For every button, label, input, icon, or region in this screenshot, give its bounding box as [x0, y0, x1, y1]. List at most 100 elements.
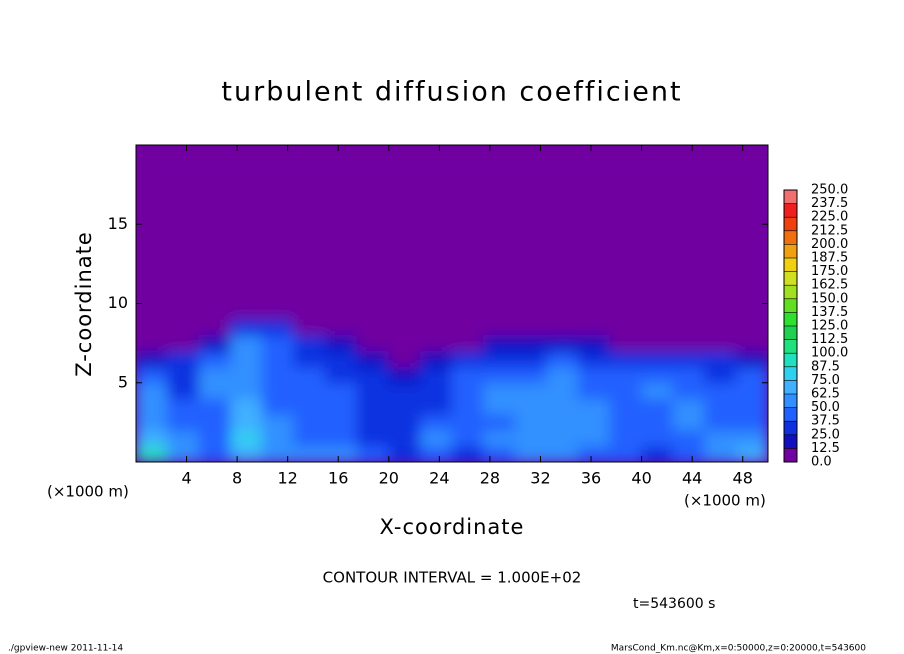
cell — [704, 413, 737, 431]
cell — [451, 382, 485, 400]
cell — [641, 318, 674, 336]
cell — [419, 350, 453, 368]
cell — [514, 398, 548, 415]
colorbar-band — [784, 326, 797, 340]
cell — [325, 145, 358, 320]
cell — [609, 334, 643, 352]
cell — [672, 429, 706, 447]
cell — [514, 429, 548, 447]
cell — [167, 445, 200, 462]
colorbar-band — [784, 434, 797, 449]
cell — [704, 382, 737, 400]
cell — [388, 350, 421, 368]
cell — [230, 382, 263, 400]
cell — [419, 382, 453, 400]
colorbar-band — [784, 448, 797, 462]
cell — [261, 413, 295, 431]
cell — [609, 382, 643, 400]
cell — [167, 382, 200, 400]
cell — [293, 334, 327, 352]
x-tick-label: 8 — [232, 469, 242, 488]
x-tick-label: 12 — [278, 469, 298, 488]
cell — [419, 429, 453, 447]
cell — [546, 398, 579, 415]
colorbar-band — [784, 230, 797, 245]
x-tick-label: 40 — [631, 469, 651, 488]
colorbar-label: 125.0 — [811, 319, 848, 334]
x-unit-label: (×1000 m) — [47, 483, 129, 501]
cell — [136, 145, 169, 320]
cell — [230, 145, 263, 320]
colorbar-label: 175.0 — [811, 264, 848, 279]
cell — [167, 350, 200, 368]
cell — [483, 398, 516, 415]
colorbar-band — [784, 298, 797, 313]
cell — [261, 350, 295, 368]
cell — [483, 382, 516, 400]
cell — [704, 145, 737, 320]
cell — [388, 334, 421, 352]
colorbar-label: 50.0 — [811, 400, 840, 415]
cell — [136, 429, 169, 447]
cell — [293, 413, 327, 431]
cell — [641, 413, 674, 431]
x-tick-label: 36 — [581, 469, 601, 488]
colorbar-label: 225.0 — [811, 210, 848, 225]
y-tick-label: 10 — [108, 293, 128, 312]
cell — [325, 318, 358, 336]
cell — [230, 445, 263, 462]
cell — [451, 350, 485, 368]
cell — [546, 318, 579, 336]
time-label: t=543600 s — [633, 596, 715, 612]
colorbar-label: 212.5 — [811, 223, 848, 238]
cell — [198, 398, 232, 415]
cell — [198, 350, 232, 368]
y-tick-label: 15 — [108, 214, 128, 233]
cell — [136, 318, 169, 336]
cell — [136, 398, 169, 415]
cell — [388, 429, 421, 447]
colorbar-band — [784, 394, 797, 408]
cell — [230, 318, 263, 336]
cell — [609, 445, 643, 462]
cell — [641, 429, 674, 447]
cell — [483, 445, 516, 462]
cell — [136, 350, 169, 368]
cell — [136, 445, 169, 462]
cell — [388, 445, 421, 462]
colorbar-band — [784, 380, 797, 394]
cell — [735, 334, 768, 352]
cell — [641, 445, 674, 462]
cell — [325, 382, 358, 400]
cell — [198, 366, 232, 384]
cell — [672, 318, 706, 336]
cell — [735, 145, 768, 320]
cell — [325, 366, 358, 384]
cell — [483, 145, 516, 320]
cell — [704, 334, 737, 352]
cell — [735, 429, 768, 447]
footer: ./gpview-new 2011-11-14 — [8, 644, 123, 654]
colorbar-label: 250.0 — [811, 183, 848, 198]
colorbar-band — [784, 190, 797, 204]
cell — [356, 429, 390, 447]
cell — [293, 145, 327, 320]
cell — [483, 318, 516, 336]
cell — [198, 318, 232, 336]
cell — [136, 413, 169, 431]
cell — [293, 398, 327, 415]
colorbar-label: 25.0 — [811, 427, 840, 442]
cell — [388, 413, 421, 431]
x-tick-label: 24 — [429, 469, 449, 488]
cell — [167, 398, 200, 415]
cell — [672, 366, 706, 384]
cell — [451, 398, 485, 415]
cell — [419, 366, 453, 384]
cell — [198, 413, 232, 431]
colorbar-band — [784, 217, 797, 231]
colorbar-band — [784, 353, 797, 367]
cell — [325, 413, 358, 431]
cell — [356, 382, 390, 400]
colorbar-band — [784, 407, 797, 422]
